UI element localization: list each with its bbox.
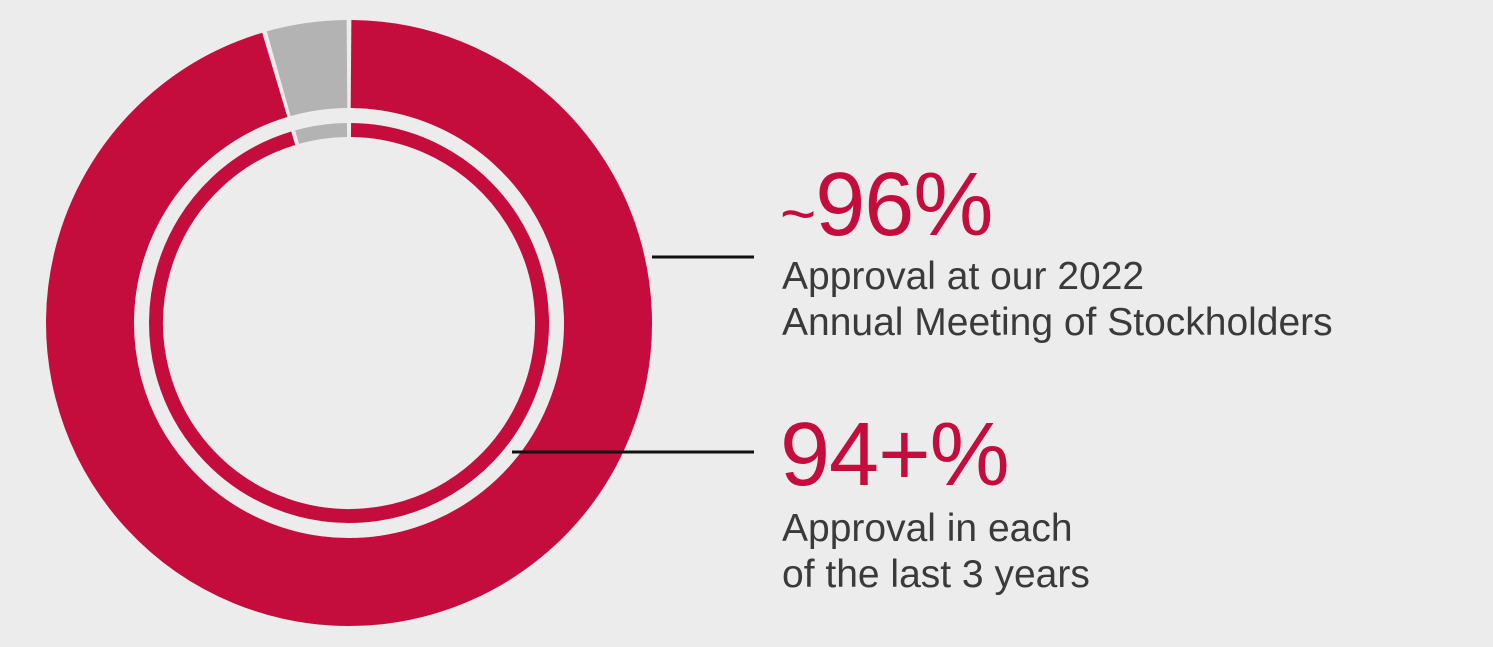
inner-ring-slice-approval: [149, 123, 550, 523]
outer-ring-slice-approval: [46, 20, 652, 626]
stat-outer-line-2: Annual Meeting of Stockholders: [782, 301, 1333, 344]
approx-symbol: ~: [780, 180, 816, 249]
stat-inner-value: 94+%: [780, 410, 1010, 500]
stat-outer-number: 96%: [815, 155, 993, 255]
outer-ring-slice-other: [266, 20, 349, 117]
stat-outer-value: ~96%: [780, 160, 993, 250]
inner-ring-slice-other: [295, 123, 348, 144]
stat-outer-description: Approval at our 2022 Annual Meeting of S…: [782, 254, 1333, 346]
stat-outer-line-1: Approval at our 2022: [782, 255, 1145, 298]
stat-inner-description: Approval in each of the last 3 years: [782, 506, 1090, 598]
stat-inner-line-1: Approval in each: [782, 507, 1073, 550]
stat-inner-line-2: of the last 3 years: [782, 553, 1090, 596]
stat-inner-number: 94+%: [780, 405, 1010, 505]
